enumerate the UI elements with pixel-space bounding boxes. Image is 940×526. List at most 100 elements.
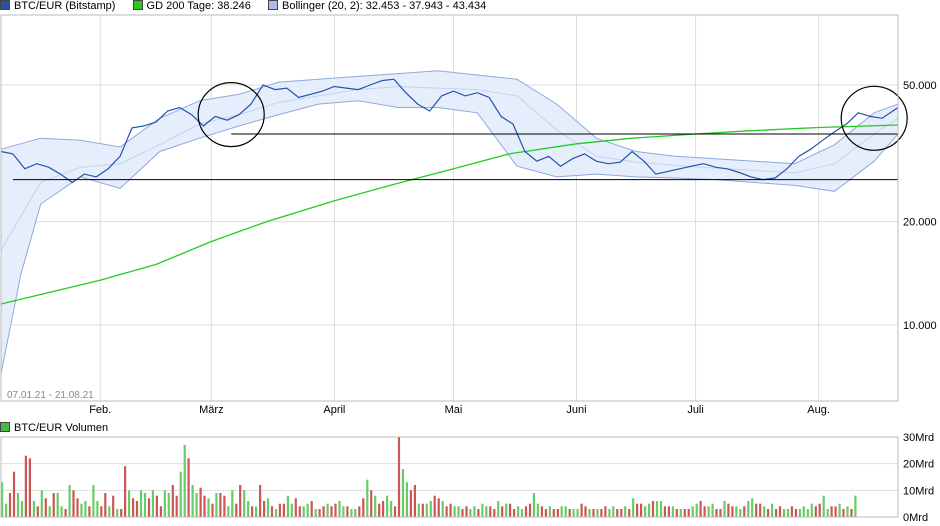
highlight-circle <box>197 82 265 148</box>
volume-bar <box>417 503 420 517</box>
volume-bar <box>346 506 349 517</box>
legend-label-sma: GD 200 Tage: 38.246 <box>146 0 251 12</box>
volume-bar <box>425 503 428 517</box>
volume-bar <box>397 437 401 517</box>
volume-bar <box>719 509 722 517</box>
volume-bar <box>231 490 234 517</box>
volume-bar <box>751 498 754 517</box>
volume-bar <box>195 493 198 517</box>
volume-bar <box>715 509 718 517</box>
volume-bar <box>659 501 663 517</box>
volume-bar <box>12 471 16 517</box>
volume-bar <box>477 509 480 517</box>
volume-bar <box>850 509 853 517</box>
volume-bar <box>457 506 460 517</box>
volume-bar <box>786 509 790 517</box>
volume-bar <box>207 498 210 517</box>
volume-bar <box>564 506 567 517</box>
volume-bar <box>382 501 385 517</box>
volume-bar <box>481 503 484 517</box>
volume-grid <box>1 436 898 491</box>
volume-bar <box>362 498 365 517</box>
volume-bar <box>532 493 535 517</box>
volume-bar <box>322 506 325 517</box>
volume-bar <box>151 490 154 517</box>
volume-bar <box>651 501 655 517</box>
legend-swatch-bollinger <box>267 0 278 10</box>
price-chart-frame <box>0 14 899 402</box>
volume-bar <box>143 493 147 517</box>
volume-bar <box>584 506 587 517</box>
volume-bar <box>370 490 373 517</box>
volume-bar <box>493 509 496 517</box>
volume-bar <box>620 509 623 517</box>
volume-bar <box>132 498 135 517</box>
volume-bar <box>354 509 357 517</box>
volume-bar <box>282 503 285 517</box>
volume-bar <box>183 445 186 517</box>
price-path <box>0 78 899 184</box>
volume-bar <box>203 495 206 517</box>
volume-bar <box>731 506 734 517</box>
volume-bar <box>421 503 424 517</box>
highlight-circle <box>840 85 908 151</box>
volume-bar <box>298 506 301 517</box>
volume-bar <box>548 506 551 517</box>
volume-bar <box>497 501 500 517</box>
volume-bar <box>822 495 825 517</box>
volume-bar <box>48 506 51 517</box>
volume-bar <box>167 493 170 517</box>
volume-bar <box>735 506 738 517</box>
volume-bar <box>655 501 659 517</box>
volume-bar <box>592 509 595 517</box>
legend-label-bollinger: Bollinger (20, 2): 32.453 - 37.943 - 43.… <box>281 0 487 12</box>
volume-bar <box>8 493 12 517</box>
volume-legend: BTC/EUR Volumen <box>0 422 122 436</box>
volume-bar <box>135 501 139 517</box>
volume-bar <box>794 509 797 517</box>
volume-bar <box>485 506 488 517</box>
volume-bar <box>703 506 706 517</box>
volume-bar <box>310 501 313 517</box>
volume-bar <box>239 485 242 517</box>
volume-bar <box>44 498 47 517</box>
volume-bar <box>552 509 555 517</box>
volume-bar <box>227 506 230 517</box>
volume-bar <box>814 506 817 517</box>
volume-bar <box>560 506 563 517</box>
volume-bar <box>56 493 59 517</box>
volume-bar <box>667 506 670 517</box>
volume-bar <box>286 495 289 517</box>
volume-tick-label: 10Mrd <box>903 485 934 497</box>
bollinger-band <box>0 70 899 374</box>
volume-bar <box>306 503 309 517</box>
volume-bar <box>759 503 762 517</box>
volume-bar <box>124 466 127 517</box>
y-tick-label: 10.000 <box>903 320 937 332</box>
chart-annotations <box>12 82 908 181</box>
volume-bar <box>88 506 91 517</box>
volume-bar <box>588 509 591 517</box>
volume-bar <box>116 509 119 517</box>
volume-bar <box>378 503 381 517</box>
volume-bar <box>469 509 472 517</box>
volume-bar <box>600 509 603 517</box>
volume-bar <box>366 479 369 517</box>
volume-bar <box>52 493 55 517</box>
volume-bar <box>223 495 226 517</box>
volume-bar <box>401 469 405 517</box>
legend-item-sma: GD 200 Tage: 38.246 <box>132 0 251 12</box>
volume-bar <box>517 506 520 517</box>
volume-bar <box>782 509 786 517</box>
legend-label-volume: BTC/EUR Volumen <box>14 422 109 434</box>
volume-bar <box>374 495 377 517</box>
volume-bar <box>636 503 639 517</box>
legend-item-volume: BTC/EUR Volumen <box>0 422 108 434</box>
volume-bar <box>580 503 583 517</box>
volume-bar <box>790 506 793 517</box>
volume-bar <box>771 503 774 517</box>
volume-bar <box>358 506 361 517</box>
volume-bar <box>100 506 103 517</box>
volume-bar <box>711 503 714 517</box>
y-tick-label: 50.000 <box>903 80 937 92</box>
